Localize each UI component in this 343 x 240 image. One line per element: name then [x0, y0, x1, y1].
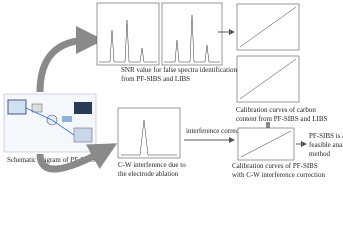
arrow-up: [36, 26, 104, 93]
caption-line: the electrode ablation: [118, 170, 179, 178]
caption-line: content from PF-SIBS and LIBS: [236, 115, 327, 123]
arrow-down: [36, 143, 118, 173]
caption-line: interference correction: [186, 127, 250, 135]
caption-line: with C-W interference correction: [232, 171, 325, 179]
caption-line: Schematic diagram of PF-SIBS: [7, 156, 95, 164]
caption-line: Calibration curves of PF-SIBS: [232, 162, 318, 170]
caption-line: PF-SIBS is a: [309, 132, 343, 140]
cw-caption: C-W interference due to the electrode abl…: [118, 161, 186, 178]
caption-line: from PF-SIBS and LIBS: [121, 75, 190, 83]
schematic-image: [3, 93, 97, 153]
snr-caption: SNR value for false spectra identificati…: [121, 66, 238, 83]
corrected-caption: Calibration curves of PF-SIBS with C-W in…: [232, 162, 325, 179]
caption-line: Calibration curves of carbon: [236, 106, 316, 114]
caption-line: SNR value for false spectra identificati…: [121, 66, 238, 74]
arrow-label: interference correction: [186, 127, 250, 135]
cw-plot: [117, 107, 181, 159]
calibration-caption: Calibration curves of carbon content from…: [236, 106, 327, 123]
caption-line: method: [309, 150, 330, 158]
caption-line: C-W interference due to: [118, 161, 186, 169]
calibration-plots: [236, 3, 300, 103]
schematic-caption: Schematic diagram of PF-SIBS: [7, 156, 95, 164]
corrected-plot: [237, 127, 295, 161]
spectra-plots: [96, 2, 223, 66]
graphical-abstract: Schematic diagram of PF-SIBS SNR value f…: [3, 2, 343, 179]
caption-line: feasible analytical: [309, 141, 343, 149]
